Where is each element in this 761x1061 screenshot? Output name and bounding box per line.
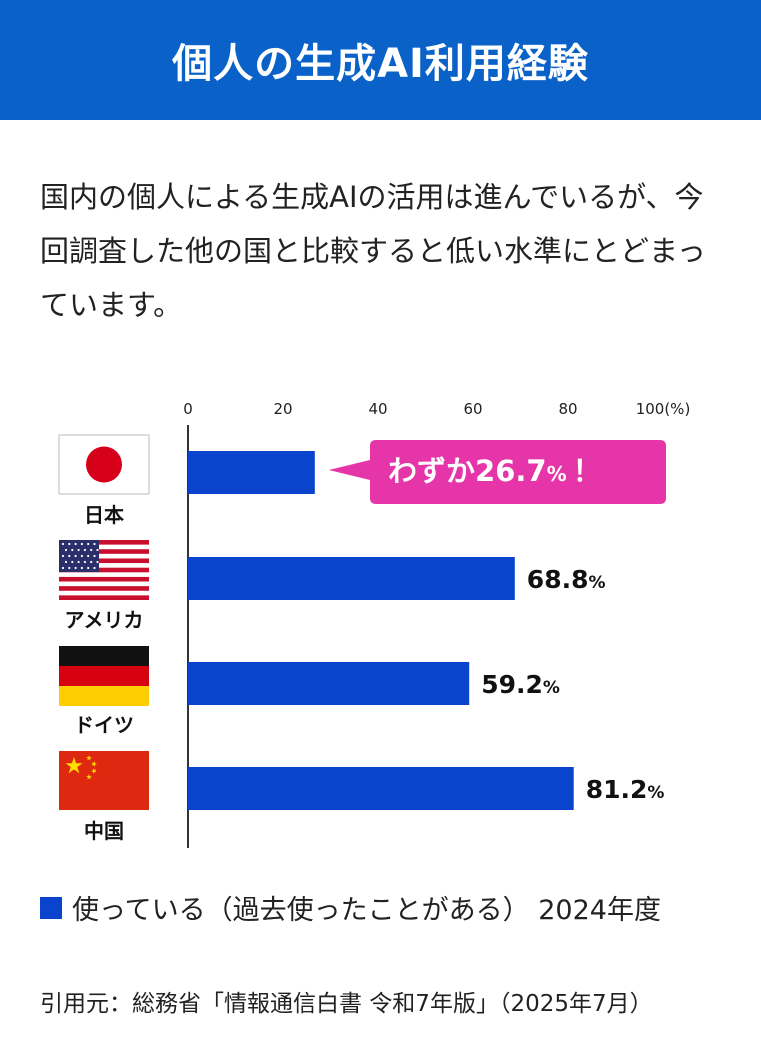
bar-3 [188,767,574,810]
value-label-2: 59.2% [481,670,560,699]
country-label-germany: ドイツ [74,713,134,737]
japan-callout: わずか26.7%！ [328,440,666,504]
us-stripe [59,549,149,554]
x-tick-label: 0 [183,400,193,418]
us-star [77,560,80,564]
us-star [80,554,83,558]
country-label-usa: アメリカ [65,608,144,632]
us-star [80,542,83,546]
us-stripe [59,567,149,573]
page-title: 個人の生成AI利用経験 [172,41,589,87]
us-star [74,566,77,570]
x-tick-label: 60 [463,400,482,418]
us-star [80,566,83,570]
us-star [74,554,77,558]
us-star [83,560,86,564]
us-star [96,548,99,552]
intro-text: 国内の個人による生成AIの活用は進んでいるが、今回調査した他の国と比較すると低い… [40,180,706,322]
bar-0 [188,451,315,494]
header-banner: 個人の生成AI利用経験 [0,0,761,120]
us-star [87,542,90,546]
usa-flag [59,540,149,600]
legend-swatch [40,896,62,919]
us-star [93,554,96,558]
us-star [90,548,93,552]
callout-text: わずか26.7%！ [388,454,602,488]
bar-2 [188,662,470,705]
us-stripe [59,586,149,591]
us-star [87,566,90,570]
us-star [83,548,86,552]
us-star [74,542,77,546]
us-stripe [59,558,149,564]
country-label-china: 中国 [84,819,124,843]
japan-flag [58,434,150,495]
us-stripe [59,540,149,545]
us-star [71,560,74,564]
us-star [68,554,71,558]
x-tick-label: 20 [273,400,292,418]
us-star [68,566,71,570]
callout-bubble [328,440,666,504]
value-label-3: 81.2% [586,775,665,804]
x-tick-label: 80 [558,400,577,418]
china-star-large [65,757,83,774]
us-stripe [59,595,149,600]
us-star [93,566,96,570]
us-star [87,554,90,558]
us-stripe [59,576,149,582]
legend: 使っている（過去使ったことがある） 2024年度 [40,888,661,927]
us-star [96,560,99,564]
us-star [90,560,93,564]
x-tick-label: 40 [368,400,387,418]
value-label-1: 68.8% [527,565,606,594]
germany-flag [59,646,149,706]
us-star [64,560,68,564]
us-star [77,548,80,552]
us-star [71,548,74,552]
china-flag [59,751,149,810]
us-star [93,542,96,546]
china-star-small [86,774,92,780]
us-star [61,566,65,570]
china-star-small [91,761,97,767]
source-citation: 引用元：総務省「情報通信白書 令和7年版」（2025年7月） [40,991,653,1017]
china-star-small [86,755,92,761]
x-tick-label: 100(%) [636,400,691,418]
us-star [68,542,71,546]
us-star [61,554,65,558]
us-star [64,548,68,552]
country-label-japan: 日本 [84,503,124,527]
china-star-small [91,768,97,774]
legend-label: 使っている（過去使ったことがある） 2024年度 [72,895,661,926]
bar-1 [188,557,515,600]
us-star [61,542,65,546]
